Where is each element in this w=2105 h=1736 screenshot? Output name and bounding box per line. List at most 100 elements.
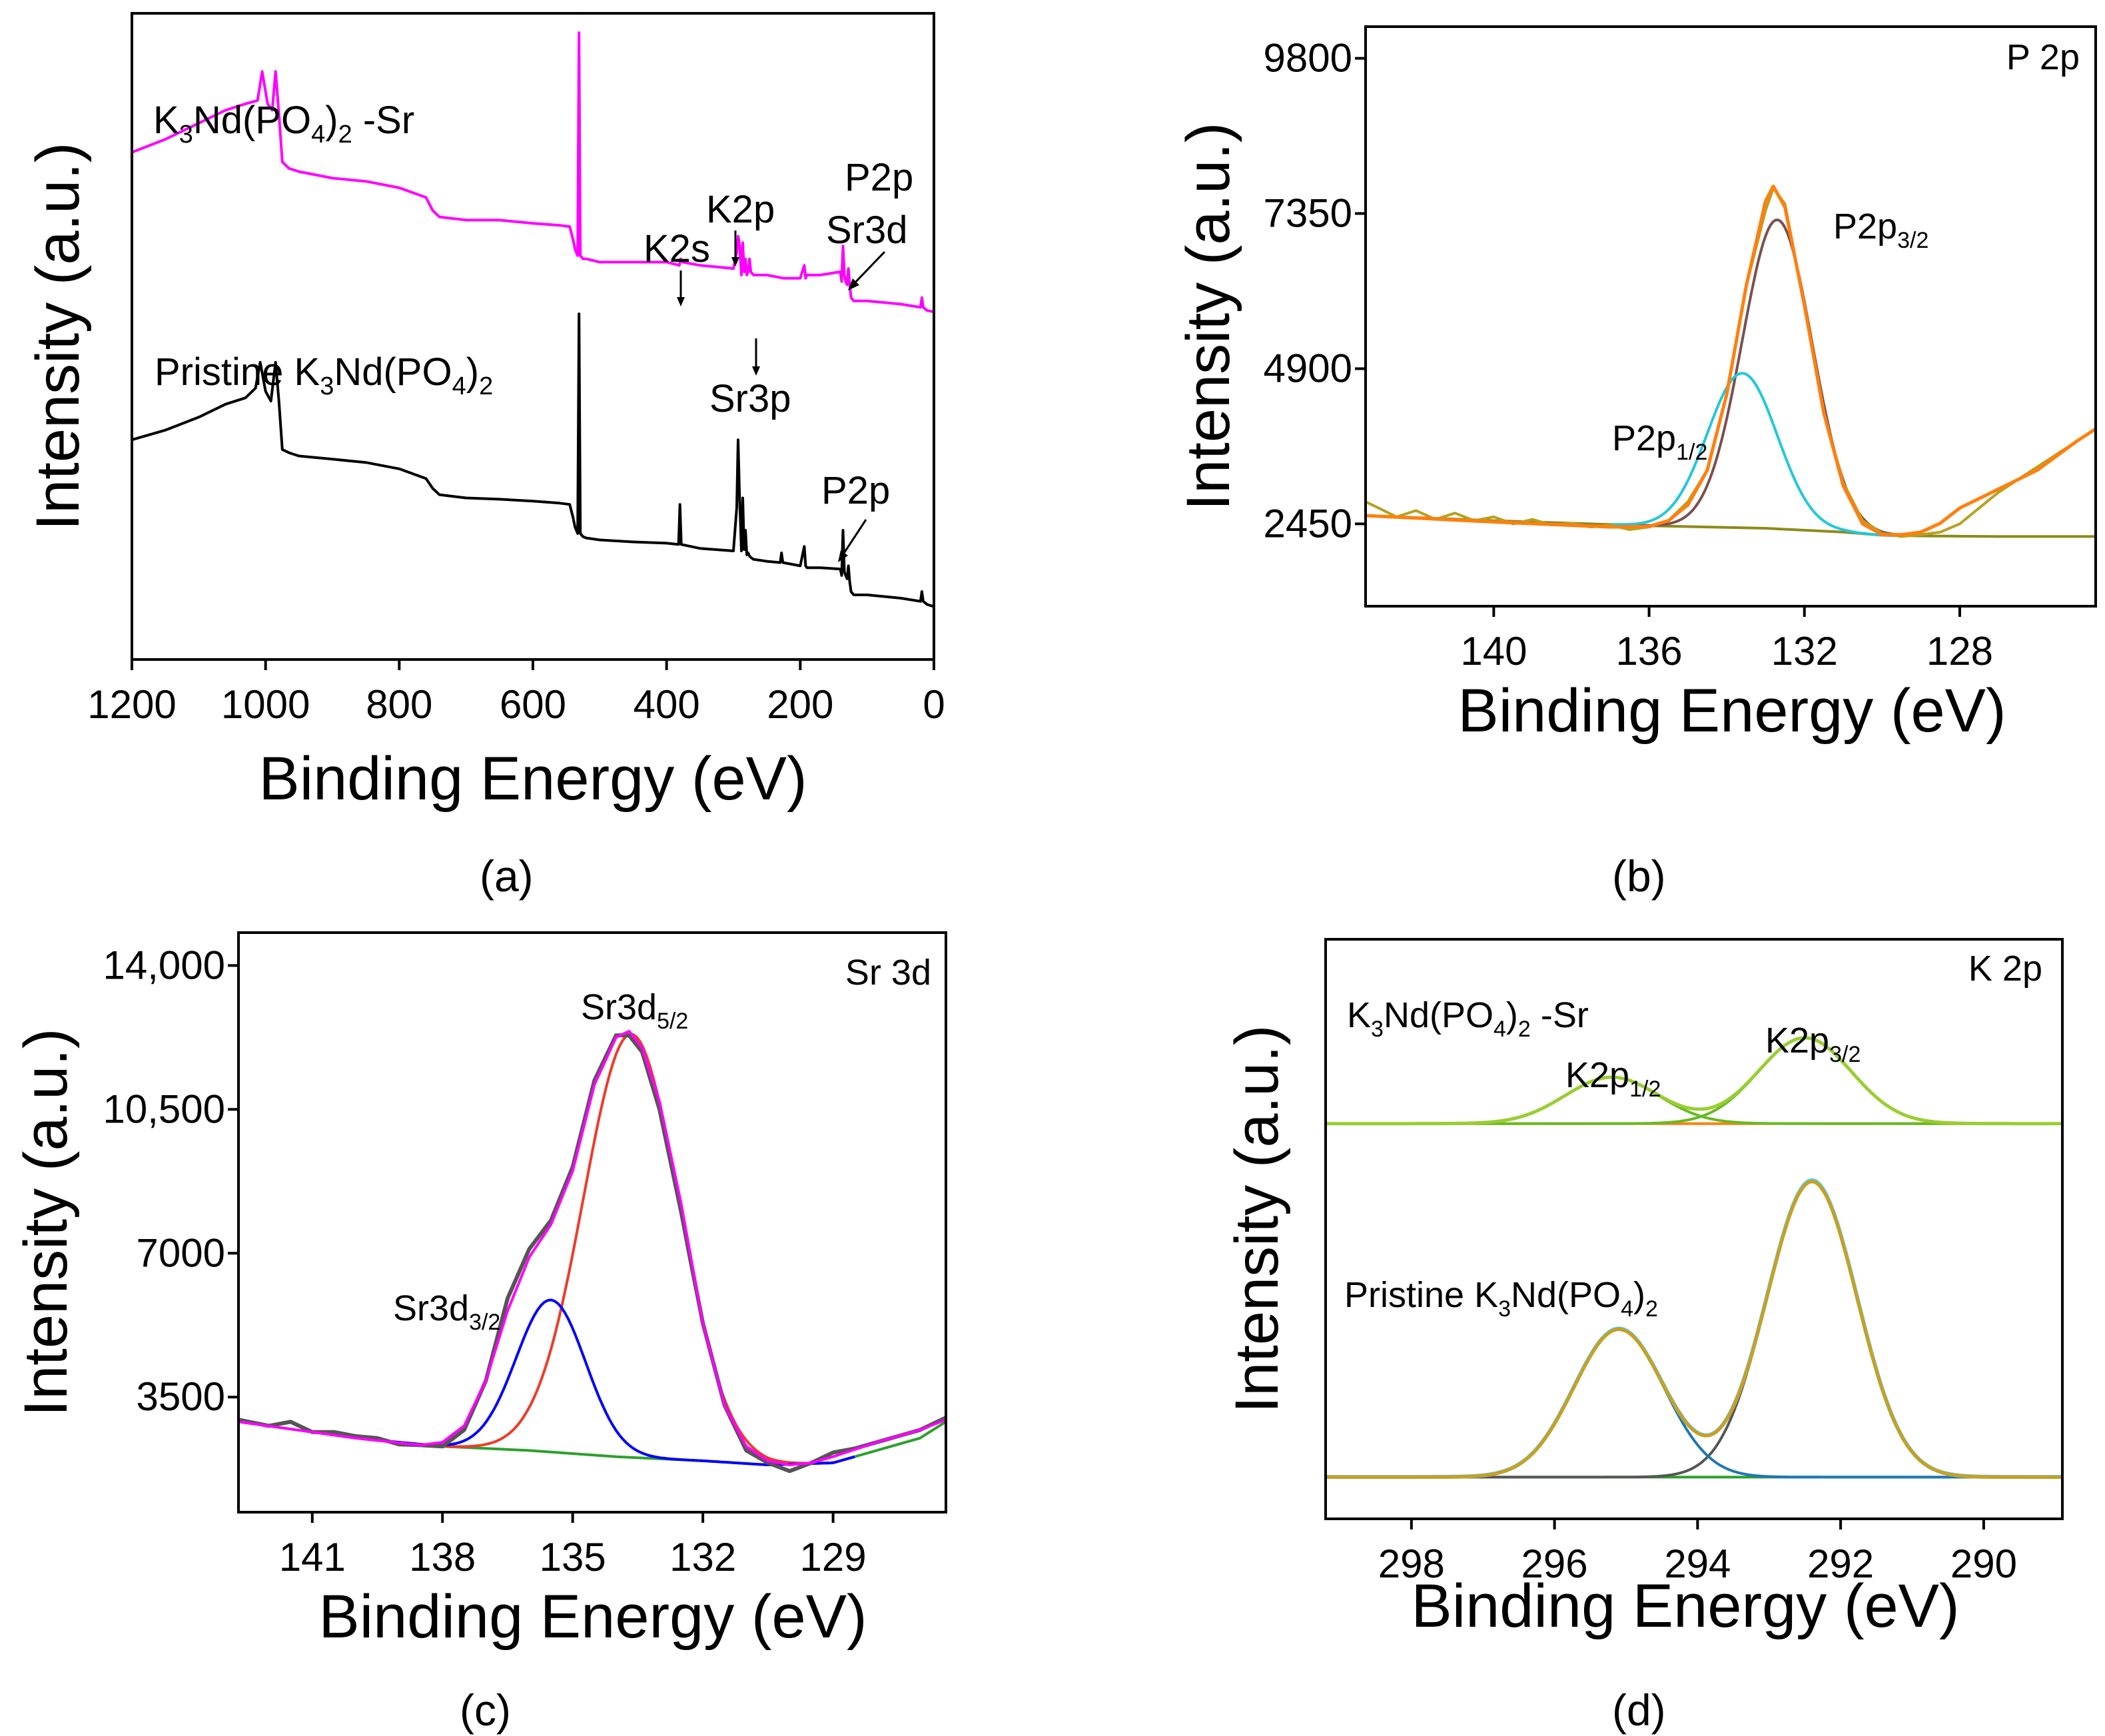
panel-c-x-tick-label: 135 <box>540 1535 606 1579</box>
panel-b-y-axis-title: Intensity (a.u.) <box>1174 123 1242 511</box>
panel-b-x-tick-label: 132 <box>1771 629 1838 673</box>
panel-a-k2s-arrowhead <box>677 297 685 306</box>
panel-d-pristine-label: Pristine K3Nd(PO4)2 <box>1344 1275 1658 1322</box>
panel-c-background-line <box>238 1420 947 1466</box>
panel-b-y-tick-label: 4900 <box>1264 346 1352 390</box>
panel-d-sr-sample-label: K3Nd(PO4)2 -Sr <box>1347 995 1589 1042</box>
panel-a-sr3d-arrowhead <box>848 278 859 290</box>
panel-d-x-tick-label: 298 <box>1378 1541 1445 1586</box>
panel-b-x-axis-title: Binding Energy (eV) <box>1458 677 2006 745</box>
panel-b-p2p-spectrum: 140 136 132 128 2450 4900 7350 9800 P 2p P2p3/2… <box>1174 25 2097 901</box>
panel-d-sr-sample-envelope-line <box>1326 1036 2062 1126</box>
panel-d-y-axis-title: Intensity (a.u.) <box>1223 1025 1291 1414</box>
panel-b-p2p12-label: P2p1/2 <box>1612 418 1707 465</box>
panel-d-x-tick-label: 290 <box>1950 1541 2017 1586</box>
panel-d-k2p32-label: K2p3/2 <box>1765 1021 1861 1067</box>
panel-d-pristine-envelope-line <box>1326 1180 2062 1479</box>
panel-c-component-Sr3d5-2 <box>377 1033 855 1465</box>
panel-c-y-tick-label: 3500 <box>137 1374 225 1419</box>
panel-a-y-axis-title: Intensity (a.u.) <box>24 143 92 531</box>
panel-b-x-tick-label: 136 <box>1616 629 1683 673</box>
panel-a-pristine-label: Pristine K3Nd(PO4)2 <box>155 350 493 400</box>
panel-a-sr3p-arrowhead <box>752 366 760 376</box>
panel-a-x-axis-title: Binding Energy (eV) <box>258 745 807 813</box>
panel-c-y-tick-label: 14,000 <box>103 943 225 987</box>
panel-b-component-P2p3-2 <box>1610 218 1902 537</box>
panel-a-p2p-arrowhead <box>838 550 848 562</box>
panel-c-x-axis-title: Binding Energy (eV) <box>318 1583 867 1651</box>
panel-d-sr-sample-component-K2p3-2 <box>1326 1036 2062 1125</box>
panel-d-series <box>1326 1036 2062 1480</box>
panel-b-p2p32-label: P2p3/2 <box>1833 207 1928 253</box>
panel-a-p2p-top-label: P2p <box>845 156 913 199</box>
panel-c-ticks: 141 138 135 132 129 3500 7000 10,500 14,000 <box>103 943 866 1579</box>
panel-c-y-tick-label: 7000 <box>137 1230 225 1275</box>
panel-a-x-tick-label: 600 <box>500 682 566 727</box>
panel-a-x-tick-label: 800 <box>366 682 432 727</box>
panel-c-x-tick-label: 132 <box>669 1535 736 1579</box>
panel-c-x-tick-label: 141 <box>279 1535 346 1579</box>
panel-b-x-tick-label: 128 <box>1926 629 1993 673</box>
panel-a-sr3d-arrow <box>850 250 886 288</box>
panel-d-title: K 2p <box>1968 949 2042 989</box>
panel-a-label: (a) <box>480 851 534 901</box>
panel-d-pristine-component-K2p1-2 <box>1326 1328 2062 1479</box>
panel-d-x-tick-label: 296 <box>1521 1541 1588 1586</box>
panel-a-p2p-bottom-arrow <box>839 519 867 559</box>
panel-c-sr3d-spectrum: 141 138 135 132 129 3500 7000 10,500 14,000 Sr 3… <box>12 931 947 1735</box>
panel-d-frame <box>1324 938 2064 1520</box>
panel-c-series <box>238 1030 947 1474</box>
panel-b-frame <box>1364 25 2097 608</box>
panel-d-k2p-spectrum: 298 296 294 292 290 K 2p K3Nd(PO4)2 -Sr Pris… <box>1223 938 2064 1735</box>
panel-a-x-tick-label: 200 <box>767 682 833 727</box>
panel-b-x-tick-label: 140 <box>1460 629 1527 673</box>
panel-c-x-tick-label: 138 <box>409 1535 476 1579</box>
panel-d-x-tick-label: 292 <box>1807 1541 1874 1586</box>
panel-a-k2p-label: K2p <box>706 188 775 231</box>
panel-c-sr3d32-label: Sr3d3/2 <box>393 1288 500 1335</box>
panel-a-x-ticks: 1200 1000 800 600 400 200 0 <box>87 659 945 727</box>
panel-c-y-axis-title: Intensity (a.u.) <box>12 1029 80 1417</box>
panel-b-title: P 2p <box>2006 37 2080 77</box>
panel-d-sr-sample-component-K2p1-2 <box>1326 1076 2062 1125</box>
panel-b-background-line <box>1365 514 2096 538</box>
panel-a-x-tick-label: 1000 <box>221 682 310 727</box>
panel-a-sr-sample-label: K3Nd(PO4)2 -Sr <box>153 99 414 149</box>
panel-a-k2s-label: K2s <box>643 227 710 270</box>
panel-b-component-P2p1-2 <box>1610 372 1902 537</box>
panel-b-label: (b) <box>1612 851 1666 901</box>
panel-c-title: Sr 3d <box>845 953 931 993</box>
panel-a-series <box>131 31 935 608</box>
panel-a-k2p-arrowhead <box>731 257 739 266</box>
panel-b-series <box>1365 185 2097 538</box>
panel-a-sr3d-label: Sr3d <box>826 209 908 252</box>
panel-c-y-tick-label: 10,500 <box>103 1086 225 1131</box>
panel-a-sr3p-label: Sr3p <box>709 377 791 420</box>
panel-a-p2p-bottom-label: P2p <box>821 469 890 512</box>
panel-c-envelope-line <box>238 1030 947 1466</box>
panel-a-x-tick-label: 400 <box>633 682 700 727</box>
panel-c-sr3d52-label: Sr3d5/2 <box>581 987 688 1034</box>
panel-c-x-tick-label: 129 <box>800 1535 867 1579</box>
panel-d-x-axis-title: Binding Energy (eV) <box>1411 1572 1959 1640</box>
panel-d-ticks: 298 296 294 292 290 <box>1378 1519 2017 1586</box>
panel-a-x-tick-label: 1200 <box>87 682 176 727</box>
panel-b-experimental-line <box>1365 187 2097 538</box>
panel-d-k2p12-label: K2p1/2 <box>1565 1055 1661 1102</box>
panel-c-label: (c) <box>460 1685 511 1735</box>
panel-a-pristine-line <box>131 312 935 608</box>
panel-a-x-tick-label: 0 <box>923 682 945 727</box>
panel-a-sr-sample-line <box>131 31 935 314</box>
panel-c-experimental-line <box>238 1033 947 1474</box>
panel-d-pristine-component-K2p3-2 <box>1326 1180 2062 1479</box>
panel-d-x-tick-label: 294 <box>1664 1541 1731 1586</box>
panel-b-ticks: 140 136 132 128 2450 4900 7350 9800 <box>1264 36 1993 673</box>
panel-d-label: (d) <box>1612 1685 1666 1735</box>
panel-b-y-tick-label: 2450 <box>1264 501 1352 546</box>
panel-a-survey-spectrum: 1200 1000 800 600 400 200 0 Binding Energy (eV… <box>24 12 945 901</box>
panel-b-y-tick-label: 9800 <box>1264 36 1352 81</box>
panel-b-envelope-line <box>1365 185 2097 537</box>
panel-b-y-tick-label: 7350 <box>1264 191 1352 235</box>
panel-c-frame <box>237 931 947 1514</box>
